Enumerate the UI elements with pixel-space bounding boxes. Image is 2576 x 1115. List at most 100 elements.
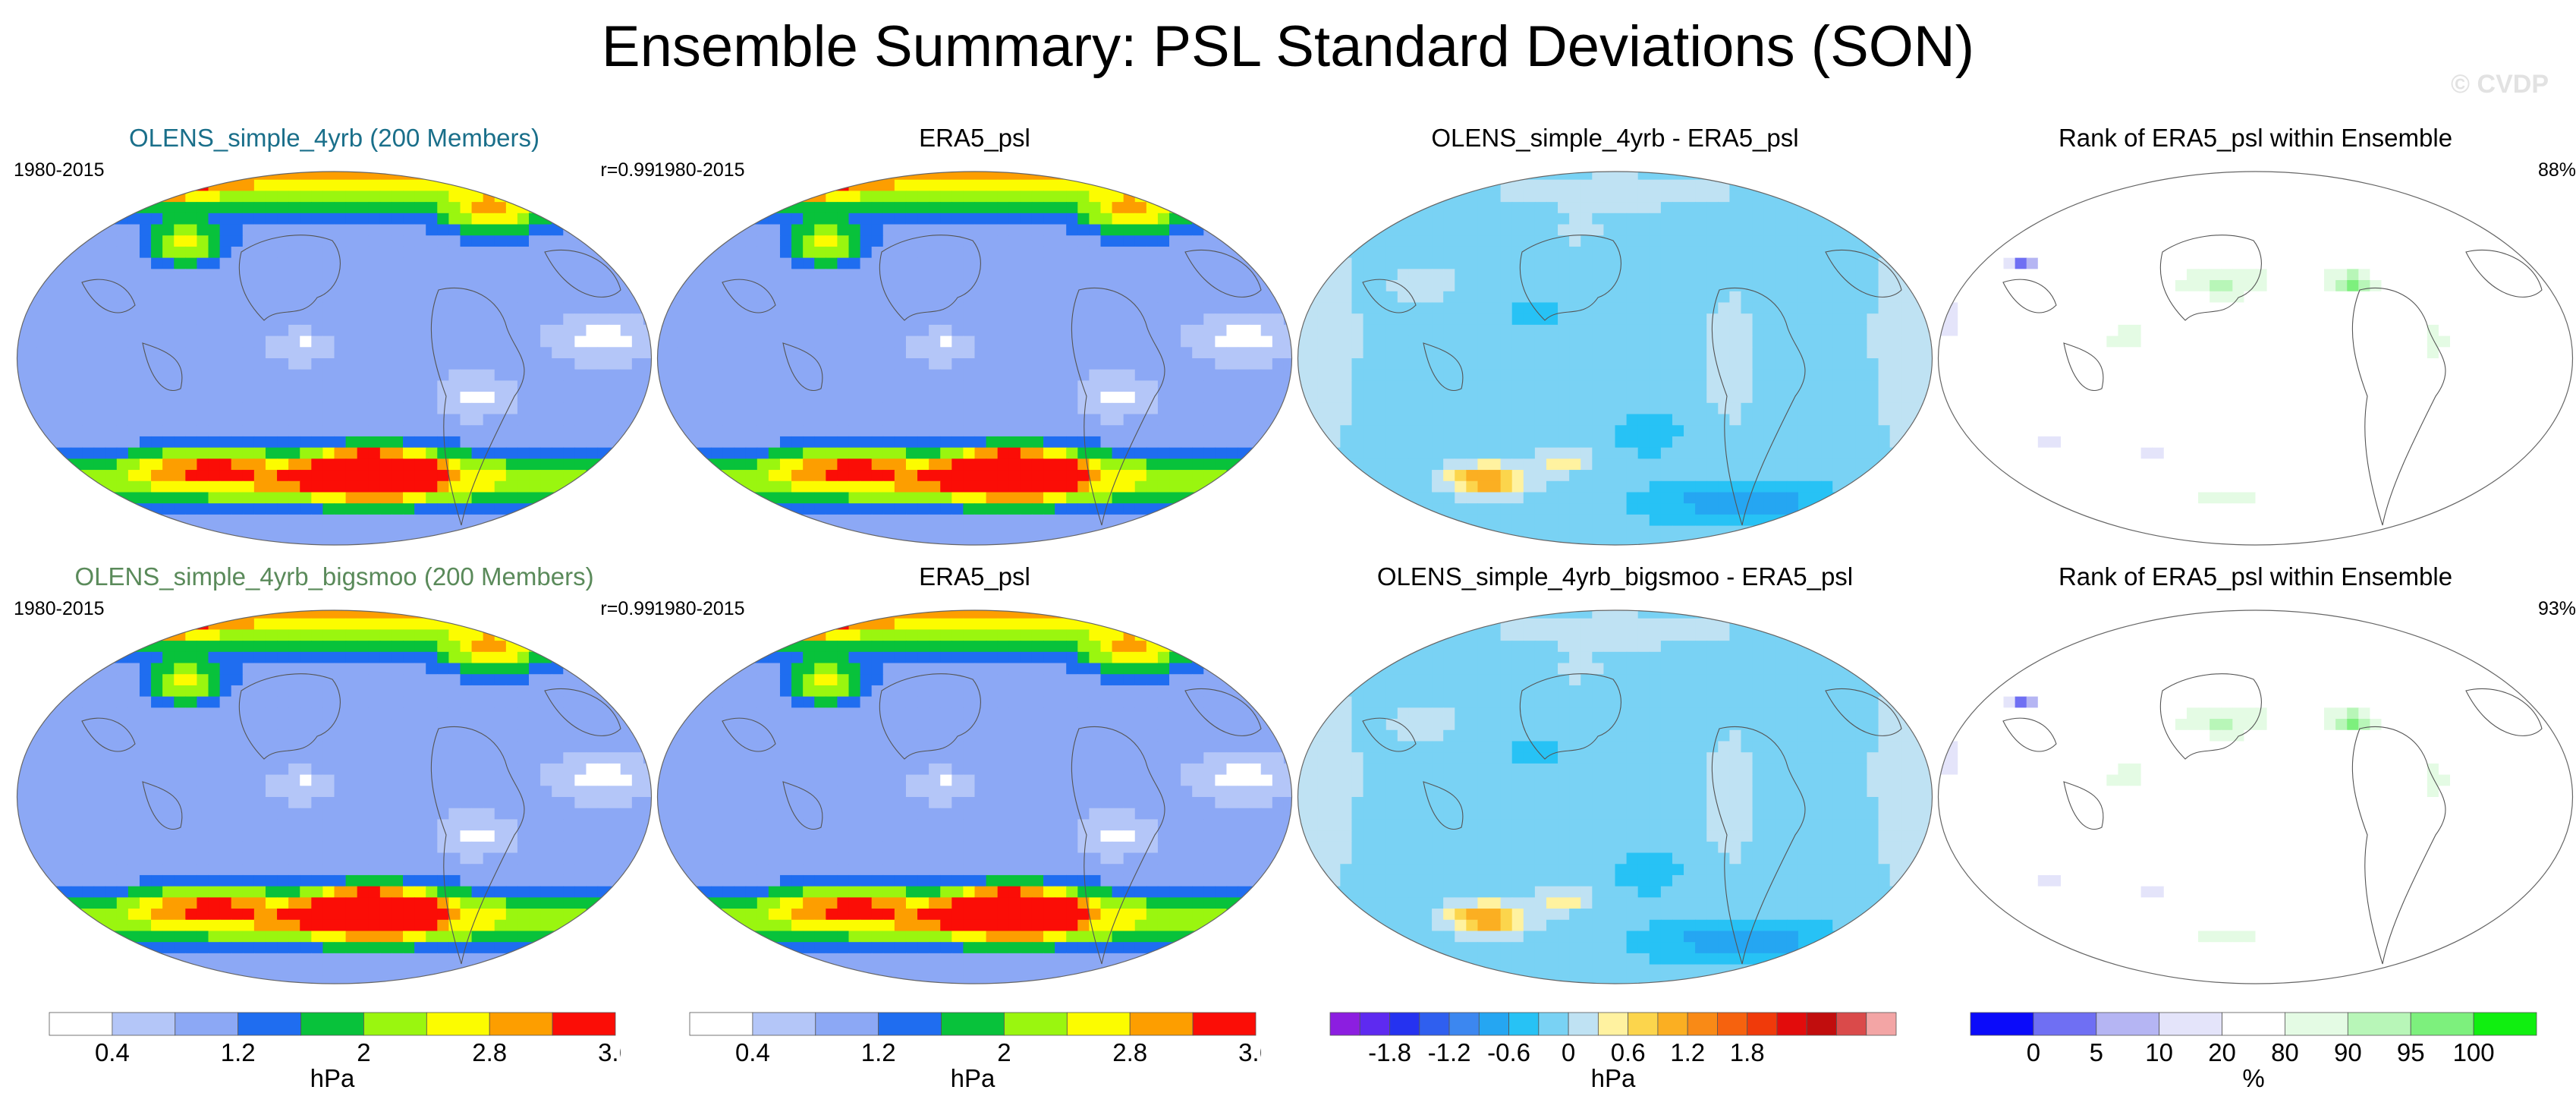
field-cell	[59, 480, 72, 493]
field-cell	[665, 172, 678, 181]
field-cell	[1408, 291, 1421, 304]
field-cell	[1134, 447, 1147, 459]
field-cell	[905, 425, 918, 437]
field-cell	[1146, 414, 1159, 426]
field-cell	[711, 402, 724, 415]
field-cell	[826, 257, 838, 269]
field-cell	[437, 492, 449, 504]
field-cell	[1867, 213, 1879, 225]
field-cell	[231, 172, 244, 181]
field-cell	[1055, 480, 1067, 493]
field-cell	[1157, 191, 1170, 203]
field-cell	[1215, 392, 1228, 404]
field-cell	[219, 414, 232, 426]
field-cell	[116, 235, 129, 247]
field-cell	[974, 335, 987, 348]
field-cell	[1203, 291, 1216, 304]
field-cell	[1489, 358, 1502, 370]
field-cell	[1374, 246, 1387, 259]
field-cell	[837, 302, 850, 314]
field-cell	[940, 436, 952, 449]
field-cell	[677, 235, 689, 247]
field-cell	[208, 335, 221, 348]
field-cell	[1844, 380, 1856, 392]
field-cell	[483, 392, 495, 404]
field-cell	[643, 246, 652, 259]
field-cell	[688, 503, 700, 515]
field-cell	[1283, 191, 1292, 203]
field-cell	[93, 414, 106, 426]
field-cell	[1420, 191, 1433, 203]
field-cell	[368, 246, 381, 259]
field-cell	[1901, 380, 1914, 392]
field-cell	[1855, 280, 1868, 292]
field-cell	[357, 470, 370, 482]
field-cell	[779, 514, 792, 527]
field-cell	[288, 280, 300, 292]
field-cell	[1889, 335, 1902, 348]
field-cell	[82, 246, 95, 259]
field-cell	[665, 347, 678, 359]
field-cell	[951, 425, 964, 437]
field-cell	[483, 291, 495, 304]
field-cell	[997, 213, 1010, 225]
field-cell	[963, 257, 976, 269]
field-cell	[116, 179, 129, 192]
field-cell	[643, 358, 652, 370]
field-cell	[1867, 380, 1879, 392]
field-cell	[379, 335, 392, 348]
field-cell	[974, 537, 987, 545]
field-cell	[1089, 213, 1102, 225]
field-cell	[860, 458, 873, 471]
field-cell	[814, 313, 826, 326]
field-cell	[1283, 291, 1292, 304]
field-cell	[837, 291, 850, 304]
field-cell	[986, 269, 999, 281]
field-cell	[231, 224, 244, 236]
field-cell	[1912, 191, 1925, 203]
field-cell	[586, 191, 599, 203]
field-cell	[552, 414, 564, 426]
field-cell	[597, 269, 610, 281]
field-cell	[848, 224, 861, 236]
field-cell	[529, 280, 541, 292]
field-cell	[745, 514, 758, 527]
field-cell	[368, 280, 381, 292]
field-cell	[631, 224, 644, 236]
field-cell	[597, 235, 610, 247]
field-cell	[848, 436, 861, 449]
field-cell	[1134, 537, 1147, 545]
field-cell	[711, 436, 724, 449]
field-cell	[665, 447, 678, 459]
field-cell	[997, 291, 1010, 304]
field-cell	[105, 179, 118, 192]
field-cell	[517, 313, 530, 326]
field-cell	[1867, 358, 1879, 370]
field-cell	[1249, 335, 1262, 348]
field-cell	[162, 313, 175, 326]
field-cell	[253, 392, 266, 404]
field-cell	[1832, 380, 1845, 392]
field-cell	[505, 380, 518, 392]
field-cell	[1100, 380, 1113, 392]
field-cell	[82, 425, 95, 437]
field-cell	[1192, 313, 1204, 326]
field-cell	[734, 369, 747, 382]
field-cell	[882, 402, 895, 415]
field-cell	[929, 458, 941, 471]
field-cell	[711, 202, 724, 214]
field-cell	[17, 503, 26, 515]
field-cell	[1523, 302, 1536, 314]
field-cell	[357, 269, 370, 281]
field-cell	[803, 402, 815, 415]
field-cell	[814, 402, 826, 415]
field-cell	[1615, 347, 1628, 359]
field-cell	[665, 313, 678, 326]
field-cell	[1432, 280, 1444, 292]
field-cell	[1066, 392, 1078, 404]
field-cell	[48, 458, 60, 471]
field-cell	[986, 470, 999, 482]
field-cell	[837, 202, 850, 214]
field-cell	[93, 347, 106, 359]
field-cell	[1226, 425, 1239, 437]
